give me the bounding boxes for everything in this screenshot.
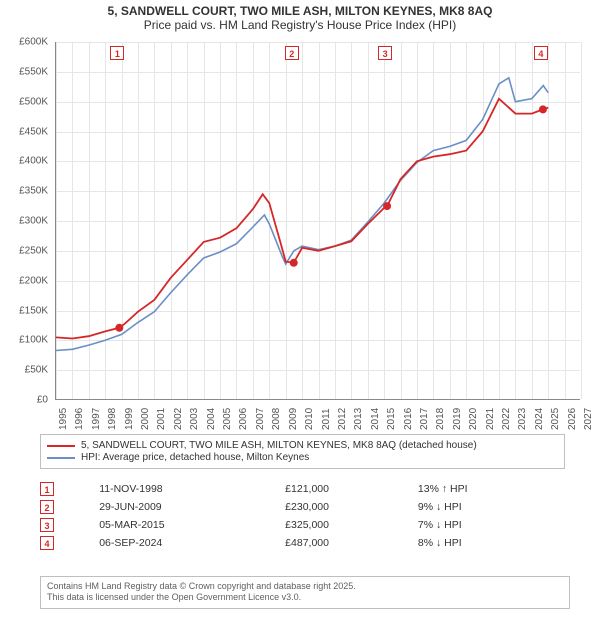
footer-line1: Contains HM Land Registry data © Crown c… [47,581,563,592]
marker-dots [115,105,547,331]
event-delta: 13% ↑ HPI [418,480,565,498]
events-table: 1 11-NOV-1998£121,00013% ↑ HPI 2 29-JUN-200… [40,480,565,552]
event-marker-4: 4 [534,46,548,60]
x-tick-label: 2001 [156,408,167,430]
property-line [56,99,548,339]
event-idx: 3 [40,518,54,532]
event-marker-2: 2 [285,46,299,60]
x-tick-label: 2006 [238,408,249,430]
x-tick-label: 2009 [288,408,299,430]
y-tick-label: £150K [0,305,48,316]
y-tick-label: £600K [0,37,48,48]
x-tick-label: 1995 [58,408,69,430]
x-tick-label: 1996 [74,408,85,430]
y-tick-label: £250K [0,245,48,256]
x-tick-label: 2000 [140,408,151,430]
y-tick-label: £350K [0,186,48,197]
title-block: 5, SANDWELL COURT, TWO MILE ASH, MILTON … [0,0,600,34]
y-tick-label: £300K [0,216,48,227]
event-delta: 9% ↓ HPI [418,498,565,516]
event-price: £230,000 [285,498,418,516]
event-row: 1 11-NOV-1998£121,00013% ↑ HPI [40,480,565,498]
y-tick-label: £500K [0,96,48,107]
x-tick-label: 2011 [321,408,332,430]
attribution-footer: Contains HM Land Registry data © Crown c… [40,576,570,609]
x-tick-label: 2018 [435,408,446,430]
event-delta: 8% ↓ HPI [418,534,565,552]
event-price: £487,000 [285,534,418,552]
title-address: 5, SANDWELL COURT, TWO MILE ASH, MILTON … [10,4,590,18]
x-tick-label: 2027 [583,408,594,430]
y-tick-label: £400K [0,156,48,167]
legend-label-property: 5, SANDWELL COURT, TWO MILE ASH, MILTON … [81,440,477,451]
event-date: 05-MAR-2015 [99,516,285,534]
x-tick-label: 2003 [189,408,200,430]
legend-row-property: 5, SANDWELL COURT, TWO MILE ASH, MILTON … [47,440,558,451]
x-tick-label: 2010 [304,408,315,430]
event-idx: 1 [40,482,54,496]
y-tick-label: £0 [0,395,48,406]
x-tick-label: 2012 [337,408,348,430]
y-tick-label: £100K [0,335,48,346]
x-tick-label: 1999 [124,408,135,430]
x-tick-label: 2008 [271,408,282,430]
y-tick-label: £550K [0,66,48,77]
legend: 5, SANDWELL COURT, TWO MILE ASH, MILTON … [40,434,565,469]
x-tick-label: 2014 [370,408,381,430]
x-tick-label: 2004 [206,408,217,430]
x-tick-label: 1997 [91,408,102,430]
event-price: £121,000 [285,480,418,498]
x-tick-label: 2024 [534,408,545,430]
event-date: 29-JUN-2009 [99,498,285,516]
event-date: 06-SEP-2024 [99,534,285,552]
x-tick-label: 2017 [419,408,430,430]
footer-line2: This data is licensed under the Open Gov… [47,592,563,603]
x-tick-label: 2007 [255,408,266,430]
x-tick-label: 2026 [567,408,578,430]
x-tick-label: 2005 [222,408,233,430]
event-row: 3 05-MAR-2015£325,0007% ↓ HPI [40,516,565,534]
y-tick-label: £200K [0,275,48,286]
y-tick-label: £50K [0,365,48,376]
event-idx: 2 [40,500,54,514]
x-tick-label: 2015 [386,408,397,430]
y-tick-label: £450K [0,126,48,137]
chart-svg [56,42,581,400]
legend-swatch-property [47,445,75,447]
event-price: £325,000 [285,516,418,534]
x-tick-label: 1998 [107,408,118,430]
event-row: 4 06-SEP-2024£487,0008% ↓ HPI [40,534,565,552]
x-tick-label: 2022 [501,408,512,430]
legend-label-hpi: HPI: Average price, detached house, Milt… [81,452,309,463]
event-marker-1: 1 [110,46,124,60]
x-tick-label: 2019 [452,408,463,430]
event-marker-3: 3 [378,46,392,60]
event-date: 11-NOV-1998 [99,480,285,498]
legend-swatch-hpi [47,457,75,459]
event-row: 2 29-JUN-2009£230,0009% ↓ HPI [40,498,565,516]
x-tick-label: 2023 [517,408,528,430]
event-delta: 7% ↓ HPI [418,516,565,534]
x-tick-label: 2025 [550,408,561,430]
title-subtitle: Price paid vs. HM Land Registry's House … [10,18,590,32]
x-tick-label: 2021 [485,408,496,430]
hpi-line [56,78,548,351]
x-tick-label: 2002 [173,408,184,430]
x-tick-label: 2013 [353,408,364,430]
chart-container: 5, SANDWELL COURT, TWO MILE ASH, MILTON … [0,0,600,620]
plot-area [55,42,580,400]
x-tick-label: 2016 [403,408,414,430]
event-idx: 4 [40,536,54,550]
x-tick-label: 2020 [468,408,479,430]
legend-row-hpi: HPI: Average price, detached house, Milt… [47,452,558,463]
